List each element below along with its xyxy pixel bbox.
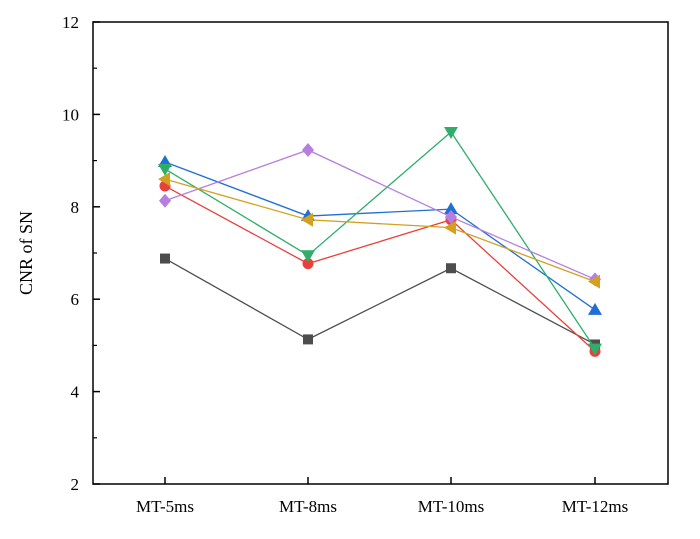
y-tick-label: 2	[71, 475, 80, 494]
y-tick-label: 8	[71, 198, 80, 217]
series-line	[164, 161, 596, 311]
data-point	[302, 142, 314, 157]
data-point	[446, 263, 456, 274]
data-point	[160, 253, 170, 264]
series-2	[159, 180, 601, 357]
data-point	[158, 172, 170, 187]
data-point	[444, 126, 458, 139]
data-point	[588, 302, 602, 315]
series-line	[164, 130, 596, 349]
plot-border	[92, 21, 669, 485]
series-layer	[158, 126, 602, 357]
y-tick-label: 6	[71, 290, 80, 309]
x-tick-label: MT-12ms	[562, 497, 628, 516]
x-tick-label: MT-5ms	[136, 497, 194, 516]
data-point	[444, 220, 456, 235]
y-axis-title: CNR of SN	[16, 211, 36, 295]
data-point	[588, 274, 600, 289]
series-5	[159, 142, 601, 287]
data-point	[158, 163, 172, 176]
data-point	[588, 343, 602, 356]
plot-frame	[92, 21, 669, 485]
data-point	[445, 209, 457, 224]
series-line	[164, 149, 596, 280]
data-point	[301, 212, 313, 227]
y-tick-label: 10	[62, 105, 79, 124]
y-axis: 2 4 6 8 10 12	[62, 13, 100, 494]
x-axis: MT-5ms MT-8ms MT-10ms MT-12ms	[136, 477, 628, 516]
x-tick-label: MT-10ms	[418, 497, 484, 516]
data-point	[303, 334, 313, 345]
data-point	[159, 193, 171, 208]
series-line	[164, 257, 596, 346]
data-point	[302, 258, 314, 270]
data-point	[301, 250, 315, 263]
series-line	[164, 178, 596, 283]
y-tick-label: 4	[71, 383, 80, 402]
y-tick-label: 12	[62, 13, 79, 32]
series-4	[158, 126, 602, 356]
data-point	[444, 202, 458, 215]
series-6	[158, 172, 600, 289]
series-line	[164, 185, 596, 352]
x-tick-label: MT-8ms	[279, 497, 337, 516]
